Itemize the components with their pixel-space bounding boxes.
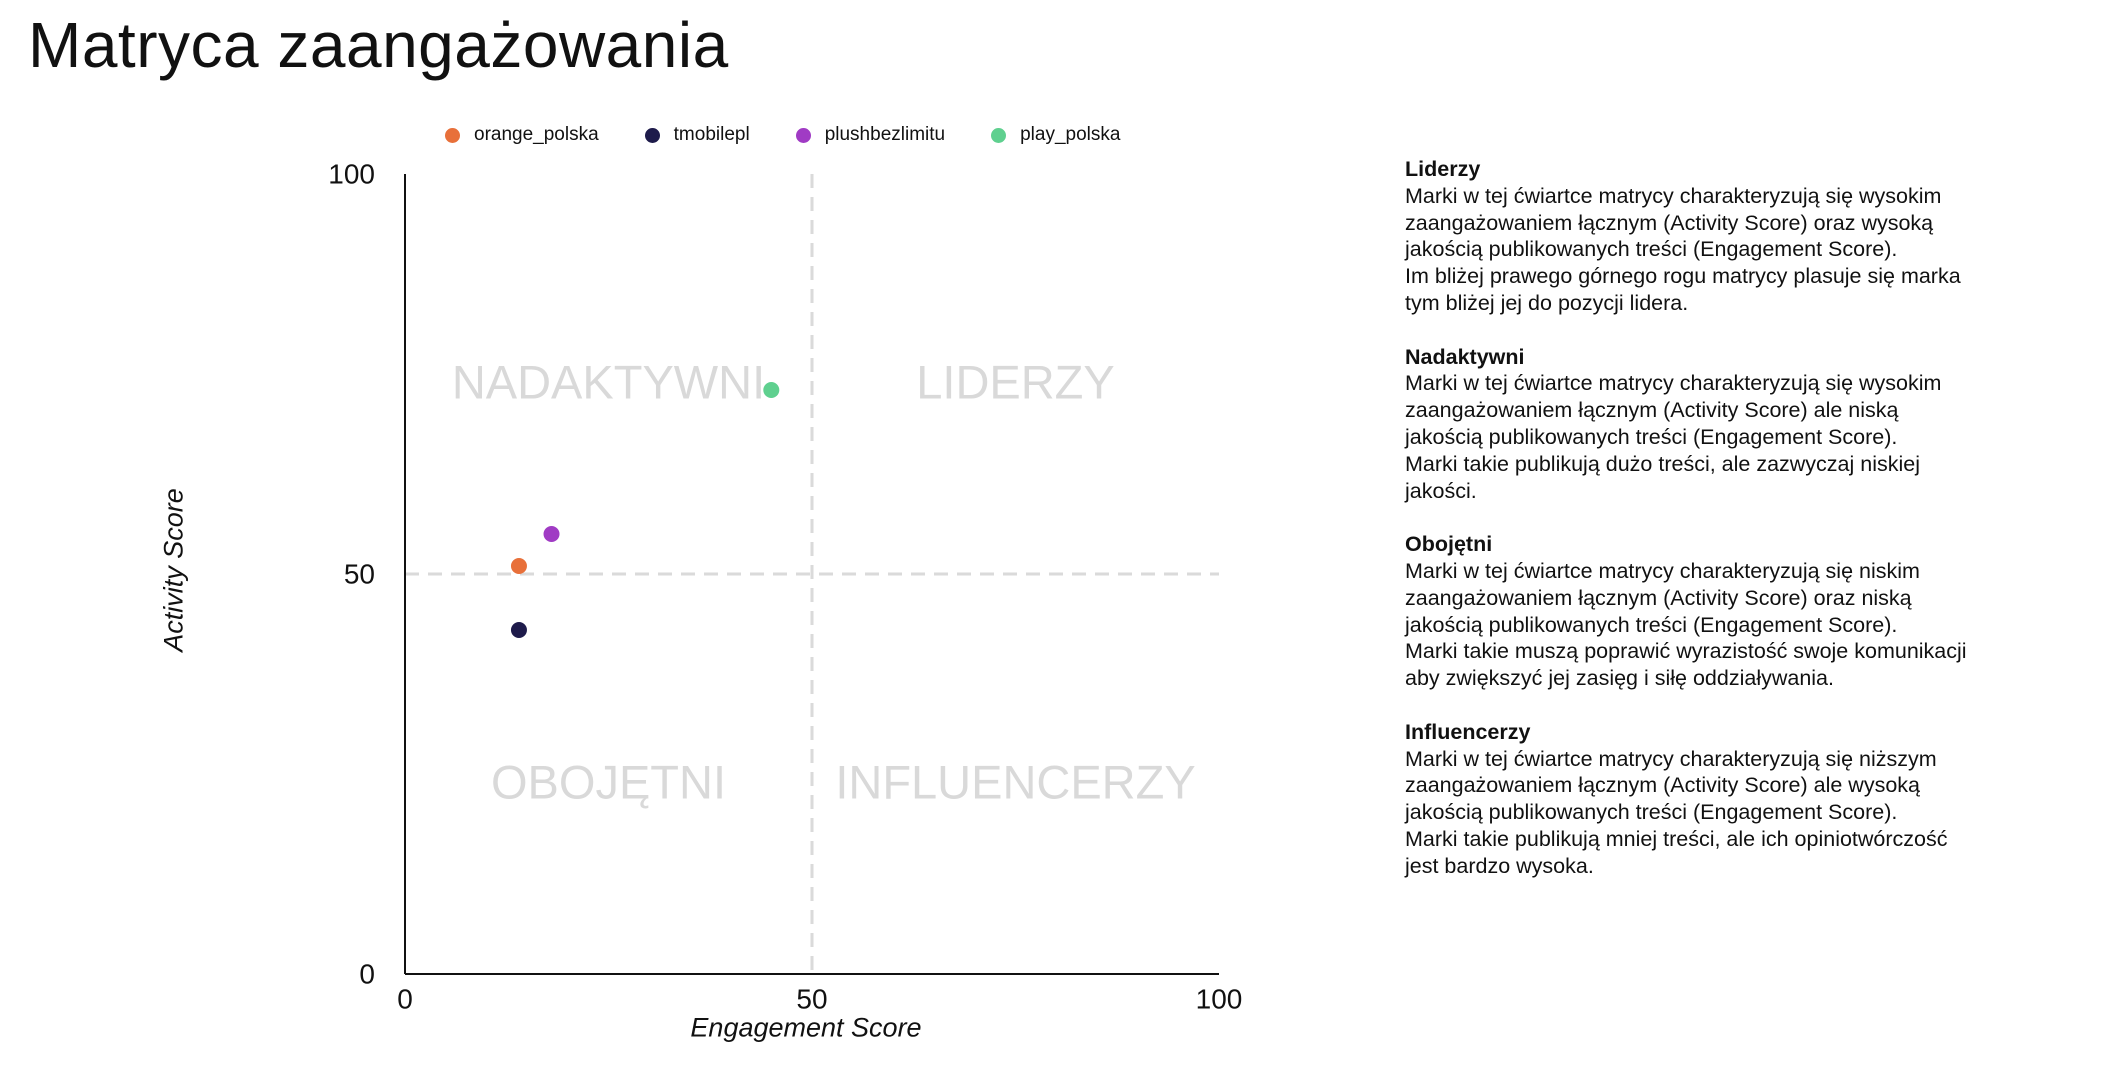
description-text-line: Marki w tej ćwiartce matrycy charakteryz…: [1405, 183, 1942, 208]
y-tick-label: 0: [359, 959, 375, 990]
description-text-line: jakością publikowanych treści (Engagemen…: [1405, 424, 1898, 449]
x-tick-label: 0: [397, 984, 413, 1015]
description-obojętni: Obojętni Marki w tej ćwiartce matrycy cha…: [1405, 531, 2045, 692]
legend-marker-icon: [445, 127, 460, 143]
y-tick-label: 50: [344, 559, 375, 590]
description-heading: Nadaktywni: [1405, 344, 1525, 369]
quadrant-descriptions: Liderzy Marki w tej ćwiartce matrycy char…: [1405, 156, 2045, 906]
legend-label: plushbezlimitu: [824, 124, 946, 145]
legend-item-orange_polska[interactable]: orange_polska: [445, 124, 599, 146]
description-text-line: zaangażowaniem łącznym (Activity Score) …: [1405, 773, 1921, 798]
x-axis-label: Engagement Score: [690, 1012, 922, 1043]
description-text-line: Marki w tej ćwiartce matrycy charakteryz…: [1405, 558, 1920, 583]
description-text-line: jest bardzo wysoka.: [1405, 853, 1594, 878]
quadrant-label-top-right: LIDERZY: [916, 356, 1115, 409]
description-heading: Obojętni: [1405, 532, 1493, 557]
description-influencerzy: Influencerzy Marki w tej ćwiartce matrycy…: [1405, 719, 2045, 880]
description-text-line: zaangażowaniem łącznym (Activity Score) …: [1405, 210, 1934, 235]
quadrant-label-bottom-right: INFLUENCERZY: [835, 756, 1195, 809]
legend-label: play_polska: [1020, 124, 1121, 145]
description-text-line: jakości.: [1405, 478, 1477, 503]
legend-label: tmobilepl: [673, 124, 750, 145]
y-axis-label: Activity Score: [158, 488, 189, 652]
description-text-line: Marki takie publikują dużo treści, ale z…: [1405, 451, 1921, 476]
legend-item-tmobilepl[interactable]: tmobilepl: [644, 124, 750, 146]
description-text-line: Marki takie publikują mniej treści, ale …: [1405, 826, 1948, 851]
legend-marker-icon: [644, 127, 660, 143]
x-tick-label: 100: [1196, 984, 1243, 1015]
description-text-line: Marki takie muszą poprawić wyrazistość s…: [1405, 639, 1967, 664]
description-text-line: tym bliżej jej do pozycji lidera.: [1405, 290, 1689, 315]
description-text-line: Marki w tej ćwiartce matrycy charakteryz…: [1405, 746, 1937, 771]
page-title: Matryca zaangażowania: [28, 9, 729, 81]
legend-label: orange_polska: [474, 124, 599, 145]
legend-item-plushbezlimitu[interactable]: plushbezlimitu: [795, 124, 946, 146]
data-point-orange_polska[interactable]: [510, 558, 527, 574]
description-text-line: Im bliżej prawego górnego rogu matrycy p…: [1405, 264, 1961, 289]
description-text-line: jakością publikowanych treści (Engagemen…: [1405, 800, 1898, 825]
data-point-tmobilepl[interactable]: [510, 622, 527, 638]
description-liderzy: Liderzy Marki w tej ćwiartce matrycy char…: [1405, 156, 2045, 317]
description-text-line: jakością publikowanych treści (Engagemen…: [1405, 612, 1898, 637]
description-text-line: aby zwiększyć jej zasięg i siłę oddziały…: [1405, 666, 1834, 691]
description-text-line: zaangażowaniem łącznym (Activity Score) …: [1405, 585, 1912, 610]
description-heading: Liderzy: [1405, 157, 1481, 181]
description-text-line: jakością publikowanych treści (Engagemen…: [1405, 237, 1898, 262]
scatter-chart: NADAKTYWNI LIDERZY OBOJĘTNI INFLUENCERZY 0 50…: [328, 159, 1243, 1015]
description-nadaktywni: Nadaktywni Marki w tej ćwiartce matrycy c…: [1405, 344, 2045, 505]
description-text-line: Marki w tej ćwiartce matrycy charakteryz…: [1405, 371, 1942, 396]
description-heading: Influencerzy: [1405, 719, 1531, 744]
legend-marker-icon: [795, 127, 811, 143]
data-point-play_polska[interactable]: [763, 382, 780, 398]
data-point-plushbezlimitu[interactable]: [543, 526, 560, 542]
legend-marker-icon: [991, 127, 1007, 143]
x-tick-label: 50: [796, 984, 827, 1015]
description-text-line: zaangażowaniem łącznym (Activity Score) …: [1405, 398, 1899, 423]
chart-legend: orange_polska tmobilepl plushbezlimitu play…: [445, 124, 1166, 146]
y-tick-label: 100: [328, 159, 375, 190]
quadrant-label-top-left: NADAKTYWNI: [452, 356, 765, 409]
quadrant-label-bottom-left: OBOJĘTNI: [491, 756, 726, 809]
legend-item-play_polska[interactable]: play_polska: [991, 124, 1120, 146]
